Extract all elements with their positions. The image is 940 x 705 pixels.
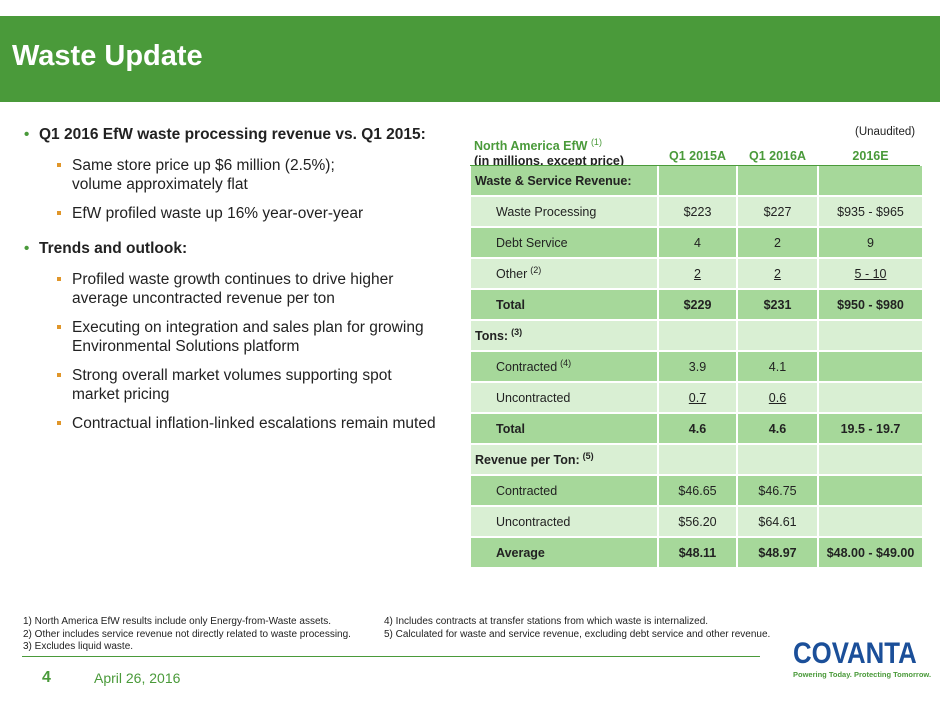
table-header-label: North America EfW (1) (in millions, exce…	[474, 137, 625, 169]
table-row: Other (2) 2 2 5 - 10	[471, 259, 922, 288]
sub-list-trends: Profiled waste growth continues to drive…	[22, 270, 452, 433]
footnotes-right: 4) Includes contracts at transfer statio…	[384, 616, 770, 641]
cell-value: 4.6	[659, 414, 736, 443]
cell-value	[819, 352, 922, 381]
cell-value: $48.97	[738, 538, 817, 567]
table-row: Debt Service 4 2 9	[471, 228, 922, 257]
table-row: Uncontracted $56.20 $64.61	[471, 507, 922, 536]
column-header-2016e: 2016E	[852, 149, 889, 163]
cell-value: $935 - $965	[819, 197, 922, 226]
sub-item-integration: Executing on integration and sales plan …	[22, 318, 452, 356]
presentation-date: April 26, 2016	[94, 670, 181, 686]
table-row: Average $48.11 $48.97 $48.00 - $49.00	[471, 538, 922, 567]
cell-value	[819, 321, 922, 350]
table-row: Uncontracted 0.7 0.6	[471, 383, 922, 412]
cell-value	[659, 321, 736, 350]
column-header-q1-2016: Q1 2016A	[749, 149, 806, 163]
cell-value	[659, 445, 736, 474]
title-bar: Waste Update	[0, 16, 940, 102]
cell-value: 19.5 - 19.7	[819, 414, 922, 443]
sub-item-price: Same store price up $6 million (2.5%); v…	[22, 156, 452, 194]
footnote-4: 4) Includes contracts at transfer statio…	[384, 616, 709, 627]
row-label: Other (2)	[471, 259, 657, 288]
table-row: Total 4.6 4.6 19.5 - 19.7	[471, 414, 922, 443]
cell-value	[738, 321, 817, 350]
sub-item-escalations: Contractual inflation-linked escalations…	[22, 414, 452, 433]
cell-value	[819, 445, 922, 474]
cell-value: $231	[738, 290, 817, 319]
row-label: Waste Processing	[471, 197, 657, 226]
table-row: Contracted $46.65 $46.75	[471, 476, 922, 505]
cell-value: $48.11	[659, 538, 736, 567]
footnote-2: 2) Other includes service revenue not di…	[23, 628, 351, 640]
column-header-q1-2015: Q1 2015A	[669, 149, 726, 163]
bullet-revenue: Q1 2016 EfW waste processing revenue vs.…	[22, 125, 452, 144]
cell-value: $48.00 - $49.00	[819, 538, 922, 567]
row-label: Total	[471, 414, 657, 443]
table-row: Revenue per Ton: (5)	[471, 445, 922, 474]
cell-value: 2	[738, 228, 817, 257]
sub-item-profiled-growth: Profiled waste growth continues to drive…	[22, 270, 452, 308]
row-label: Uncontracted	[471, 383, 657, 412]
table-row: Contracted (4) 3.9 4.1	[471, 352, 922, 381]
cell-value: 4	[659, 228, 736, 257]
covanta-logo: COVANTA Powering Today. Protecting Tomor…	[793, 637, 932, 680]
footnote-3: 3) Excludes liquid waste.	[23, 641, 134, 652]
cell-value: 0.6	[738, 383, 817, 412]
cell-value	[819, 166, 922, 195]
cell-value	[738, 445, 817, 474]
cell-value: 4.6	[738, 414, 817, 443]
cell-value: $46.75	[738, 476, 817, 505]
unaudited-note: (Unaudited)	[855, 126, 916, 138]
cell-value: 4.1	[738, 352, 817, 381]
cell-value	[819, 476, 922, 505]
table-row: Total $229 $231 $950 - $980	[471, 290, 922, 319]
cell-value	[659, 166, 736, 195]
cell-value	[819, 507, 922, 536]
row-label: Revenue per Ton: (5)	[471, 445, 657, 474]
row-label: Contracted	[471, 476, 657, 505]
bullet-list: Q1 2016 EfW waste processing revenue vs.…	[22, 125, 452, 449]
sub-item-profiled-waste: EfW profiled waste up 16% year-over-year	[22, 204, 452, 223]
logo-wordmark: COVANTA	[793, 637, 917, 670]
page-number: 4	[42, 669, 51, 686]
page-title: Waste Update	[12, 40, 203, 72]
table-row: Tons: (3)	[471, 321, 922, 350]
row-label: Waste & Service Revenue:	[471, 166, 657, 195]
footnotes-left: 1) North America EfW results include onl…	[23, 616, 351, 654]
cell-value	[819, 383, 922, 412]
row-label: Uncontracted	[471, 507, 657, 536]
cell-value	[738, 166, 817, 195]
cell-value: 5 - 10	[819, 259, 922, 288]
cell-value: 2	[738, 259, 817, 288]
row-label: Tons: (3)	[471, 321, 657, 350]
cell-value: 0.7	[659, 383, 736, 412]
cell-value: 2	[659, 259, 736, 288]
cell-value: $950 - $980	[819, 290, 922, 319]
footer-rule	[22, 656, 760, 657]
cell-value: $56.20	[659, 507, 736, 536]
row-label: Average	[471, 538, 657, 567]
table-row: Waste & Service Revenue:	[471, 166, 922, 195]
table-row: Waste Processing $223 $227 $935 - $965	[471, 197, 922, 226]
logo-tagline: Powering Today. Protecting Tomorrow.	[793, 670, 932, 679]
cell-value: 9	[819, 228, 922, 257]
bullet-trends: Trends and outlook:	[22, 239, 452, 258]
cell-value: $64.61	[738, 507, 817, 536]
footnote-1: 1) North America EfW results include onl…	[23, 616, 332, 627]
row-label: Contracted (4)	[471, 352, 657, 381]
sub-item-market-volumes: Strong overall market volumes supporting…	[22, 366, 452, 404]
cell-value: $229	[659, 290, 736, 319]
cell-value: 3.9	[659, 352, 736, 381]
table-header-rule	[470, 165, 920, 166]
row-label: Total	[471, 290, 657, 319]
cell-value: $227	[738, 197, 817, 226]
sub-list-revenue: Same store price up $6 million (2.5%); v…	[22, 156, 452, 223]
footnote-5: 5) Calculated for waste and service reve…	[384, 628, 771, 640]
row-label: Debt Service	[471, 228, 657, 257]
cell-value: $46.65	[659, 476, 736, 505]
cell-value: $223	[659, 197, 736, 226]
